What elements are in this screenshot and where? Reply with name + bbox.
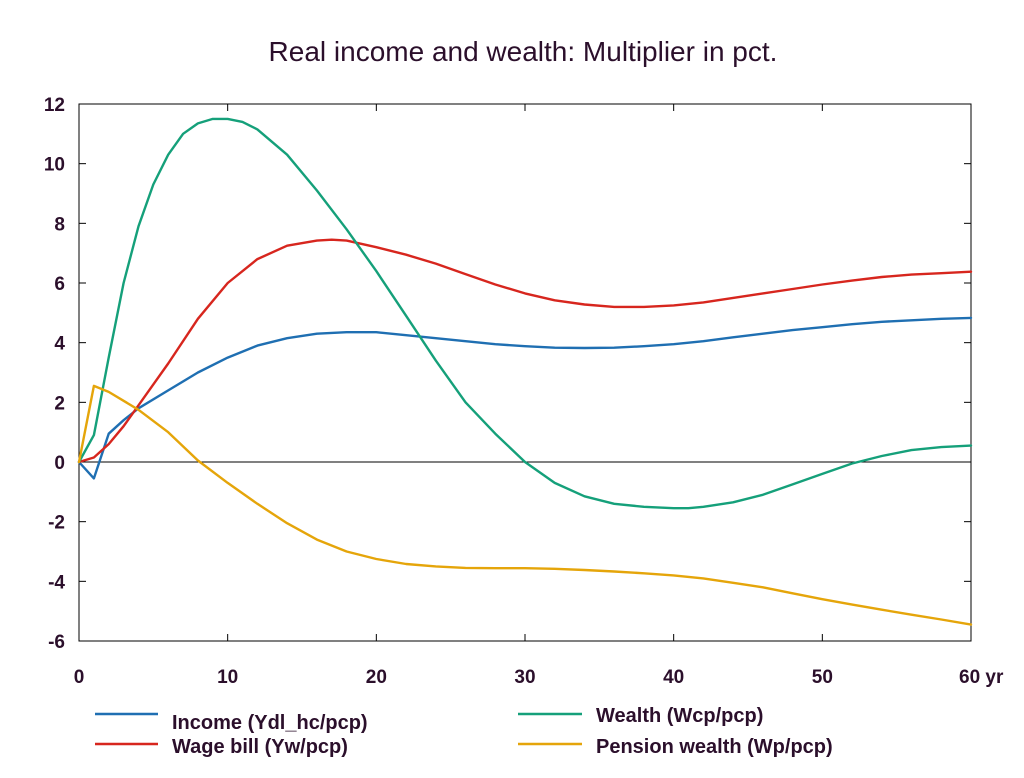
y-tick-label: 8 [54,214,65,235]
series-line-1 [77,316,973,480]
x-tick-label: 60 yr [959,667,1004,688]
x-tick-label: 10 [217,667,238,688]
x-tick-label: 50 [812,667,833,688]
y-tick-label: 0 [54,453,65,474]
y-tick-label: -6 [48,632,65,653]
x-tick-label: 0 [74,667,85,688]
y-tick-label: 2 [54,393,65,414]
series-line-3 [77,117,973,510]
chart-title: Real income and wealth: Multiplier in pc… [269,36,778,67]
legend-label-3: Wealth (Wcp/pcp) [596,705,763,727]
legend-label-2: Wage bill (Yw/pcp) [172,736,348,758]
chart-axes: -6 -4 -2 0 2 4 6 8 10 12 0 10 20 30 40 50 60 yr [44,95,1004,688]
y-tick-label: -4 [48,572,65,593]
chart-legend: Income (Ydl_hc/pcp) Wealth (Wcp/pcp) Wage … [95,705,833,758]
x-tick-label: 40 [663,667,684,688]
legend-label-4: Pension wealth (Wp/pcp) [596,736,833,758]
plot-frame [78,103,972,642]
y-tick-label: 12 [44,95,65,116]
y-tick-label: 4 [54,334,65,355]
series-layer [77,117,973,626]
x-tick-label: 20 [366,667,387,688]
series-line-4 [77,384,973,626]
y-tick-label: 10 [44,155,65,176]
y-tick-label: -2 [48,513,65,534]
y-tick-label: 6 [54,274,65,295]
series-line-2 [77,238,973,464]
x-tick-label: 30 [514,667,535,688]
legend-label-1: Income (Ydl_hc/pcp) [172,712,368,734]
